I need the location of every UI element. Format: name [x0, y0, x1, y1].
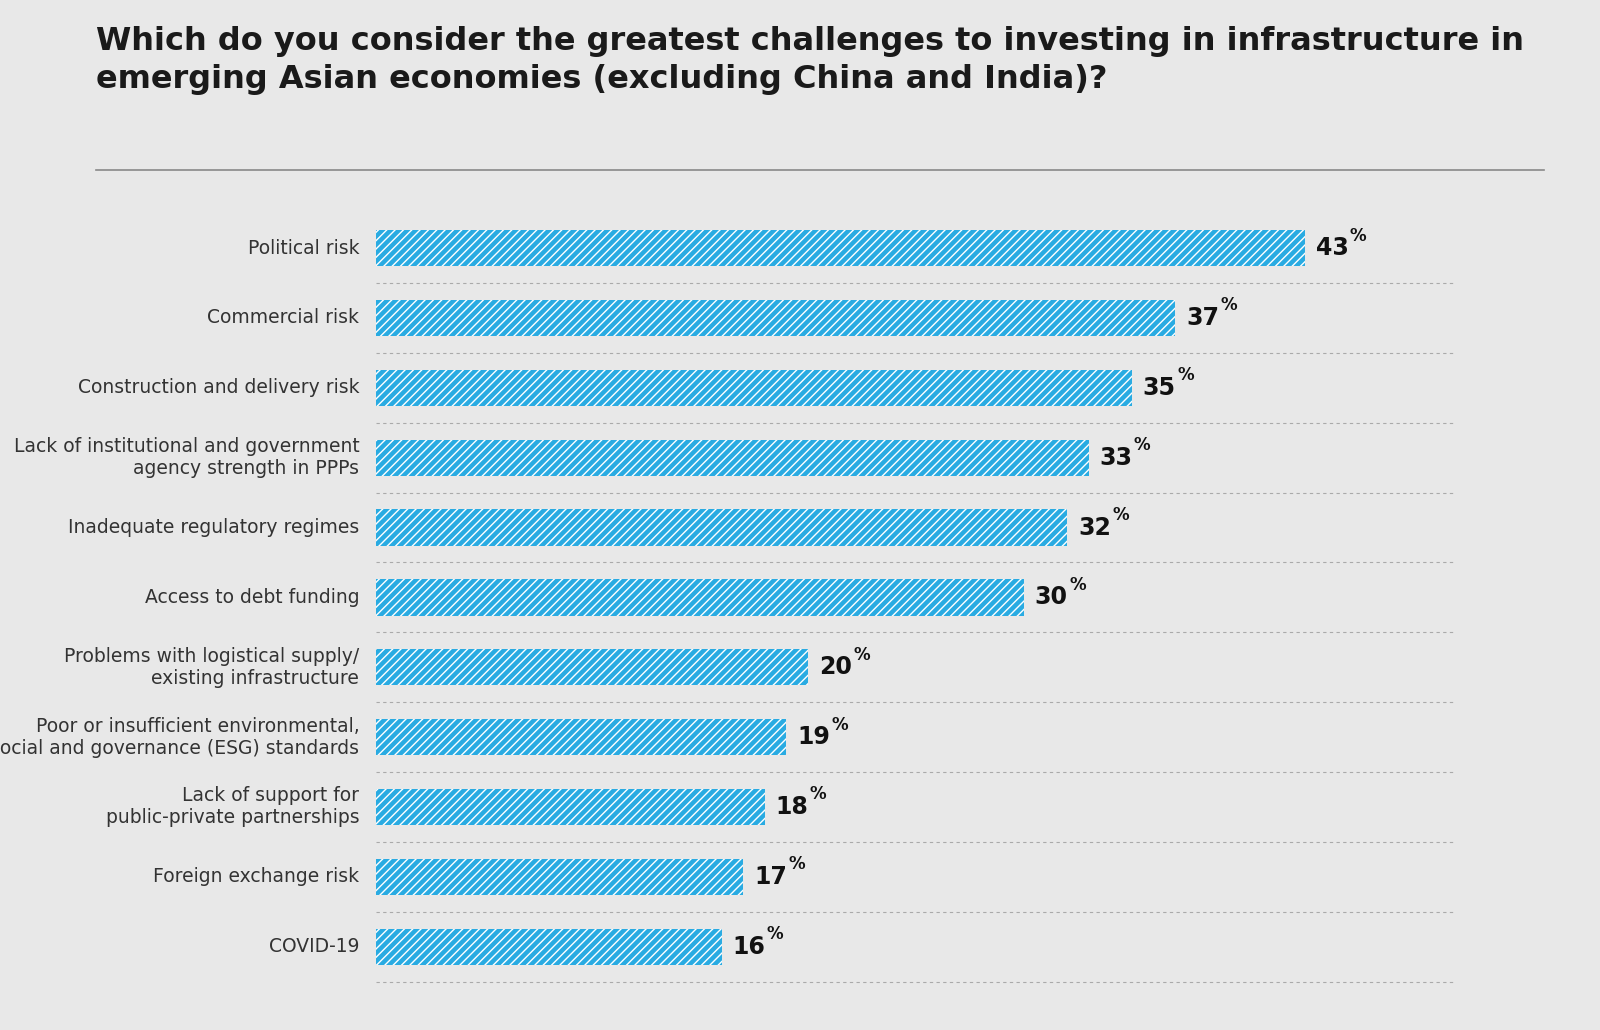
Text: 33: 33: [1099, 446, 1133, 470]
Text: 17: 17: [754, 865, 787, 889]
Text: 43: 43: [1315, 236, 1349, 261]
Bar: [376, 789, 765, 825]
Bar: [376, 928, 722, 965]
Text: 35: 35: [1142, 376, 1176, 400]
Text: 32: 32: [1078, 516, 1110, 540]
Bar: [376, 510, 1067, 546]
Text: %: %: [789, 855, 805, 873]
Bar: [376, 719, 787, 755]
Text: 37: 37: [1186, 306, 1219, 330]
Bar: [376, 510, 1067, 546]
Bar: [376, 579, 1024, 616]
Text: %: %: [832, 716, 848, 733]
Bar: [376, 370, 1133, 406]
Text: %: %: [1134, 436, 1150, 454]
Bar: [376, 300, 1174, 336]
Bar: [376, 230, 1306, 267]
Text: %: %: [766, 925, 784, 943]
Bar: [376, 300, 1174, 336]
Bar: [376, 649, 808, 685]
Bar: [376, 649, 808, 685]
Text: 20: 20: [819, 655, 851, 679]
Text: %: %: [1221, 297, 1237, 314]
Text: %: %: [1350, 227, 1366, 244]
Text: 30: 30: [1035, 585, 1067, 610]
Bar: [376, 859, 742, 895]
Text: Which do you consider the greatest challenges to investing in infrastructure in
: Which do you consider the greatest chall…: [96, 26, 1523, 95]
Bar: [376, 370, 1133, 406]
Bar: [376, 928, 722, 965]
Bar: [376, 719, 787, 755]
Text: %: %: [1069, 576, 1086, 594]
Text: 18: 18: [776, 795, 808, 819]
Bar: [376, 440, 1090, 476]
Text: %: %: [853, 646, 870, 663]
Bar: [376, 789, 765, 825]
Text: %: %: [810, 786, 827, 803]
Text: %: %: [1112, 506, 1130, 524]
Bar: [376, 859, 742, 895]
Bar: [376, 440, 1090, 476]
Text: 16: 16: [733, 934, 765, 959]
Bar: [376, 230, 1306, 267]
Bar: [376, 579, 1024, 616]
Text: 19: 19: [797, 725, 830, 749]
Text: %: %: [1178, 367, 1194, 384]
